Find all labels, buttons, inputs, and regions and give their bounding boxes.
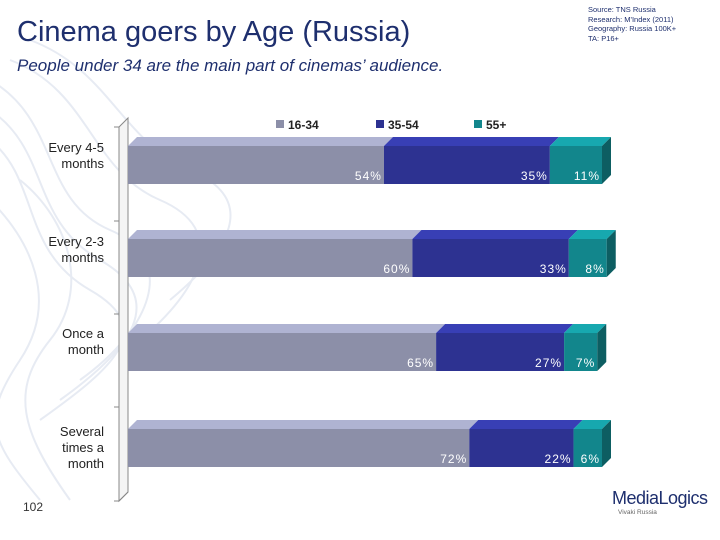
source-line: TA: P16+ [588, 33, 619, 43]
data-label: 22% [545, 452, 572, 466]
bar-top-face [128, 420, 479, 429]
source-line: Source: TNS Russia [588, 5, 656, 14]
bar-segment [549, 146, 602, 184]
source-note: Source: TNS Russia Research: M'Index (20… [588, 5, 716, 43]
bar-top-face [436, 324, 574, 333]
legend-label: 35-54 [388, 118, 419, 132]
category-label: Every 4-5 months [48, 140, 104, 171]
legend-swatch [376, 120, 384, 128]
data-label: 27% [535, 356, 562, 370]
bar-top-face [128, 137, 393, 146]
legend-label: 55+ [486, 118, 506, 132]
category-label: Once a month [62, 326, 105, 357]
bar-segment [564, 333, 598, 371]
axis-wall [118, 116, 129, 503]
bar-top-face [383, 137, 559, 146]
page-title: Cinema goers by Age (Russia) [17, 16, 411, 48]
data-label: 35% [521, 169, 548, 183]
bar-side-face [602, 420, 611, 467]
bar-segment [436, 333, 565, 371]
data-label: 11% [574, 169, 600, 183]
data-label: 72% [440, 452, 467, 466]
page-number: 102 [23, 500, 44, 514]
data-label: 33% [540, 262, 567, 276]
bar-side-face [602, 137, 611, 184]
bar-segment [128, 146, 384, 184]
bar-segment [383, 146, 550, 184]
data-label: 54% [355, 169, 382, 183]
logo-tagline: Vivaki Russia [618, 509, 657, 516]
legend-swatch [474, 120, 482, 128]
axis-floor-edge [118, 491, 129, 502]
bar-side-face [606, 230, 616, 277]
bar-segment [568, 239, 607, 277]
data-label: 60% [383, 262, 410, 276]
source-line: Geography: Russia 100K+ [588, 24, 677, 33]
bar-top-face [128, 230, 422, 239]
bar-side-face [597, 324, 607, 371]
bar-top-face [469, 420, 583, 429]
data-label: 8% [585, 262, 604, 276]
bar-segment [128, 333, 437, 371]
category-label: Several times a month [60, 424, 105, 471]
bar-segment [128, 239, 413, 277]
data-label: 6% [581, 452, 600, 466]
bar-top-face [412, 230, 578, 239]
legend-swatch [276, 120, 284, 128]
bar-top-face [549, 137, 611, 146]
category-label: Every 2-3 months [48, 234, 104, 265]
bar-segment [469, 429, 574, 467]
data-label: 65% [407, 356, 434, 370]
source-line: Research: M'Index (2011) [588, 14, 674, 24]
legend-label: 16-34 [288, 118, 319, 132]
page-subtitle: People under 34 are the main part of cin… [17, 56, 444, 75]
data-label: 7% [576, 356, 595, 370]
bar-top-face [568, 230, 616, 239]
bar-top-face [573, 420, 611, 429]
bar-top-face [128, 324, 446, 333]
bar-top-face [564, 324, 607, 333]
bar-segment [412, 239, 569, 277]
bar-segment [573, 429, 602, 467]
bar-segment [128, 429, 470, 467]
medialogics-logo: MediaLogics [612, 488, 708, 508]
